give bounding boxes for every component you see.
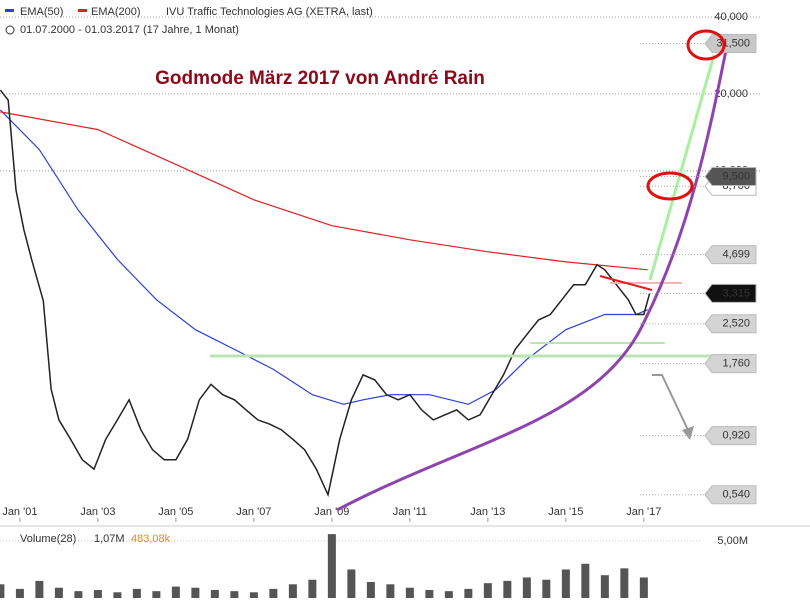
volume-bar — [444, 591, 453, 598]
volume-bar — [639, 577, 648, 598]
price-marker-label: 9,500 — [722, 170, 750, 182]
volume-bar — [561, 569, 570, 598]
legend-swatch — [78, 9, 87, 12]
price-marker — [704, 485, 757, 505]
volume-bar — [210, 590, 219, 598]
series-line — [0, 89, 651, 498]
volume-bar — [620, 568, 629, 598]
price-marker — [704, 33, 757, 53]
trend-line — [599, 275, 653, 291]
price-marker — [704, 354, 757, 374]
volume-bar — [35, 580, 44, 598]
volume-bar — [191, 587, 200, 598]
volume-bar — [0, 584, 5, 598]
series-line — [0, 111, 648, 271]
price-marker — [704, 426, 757, 446]
price-marker — [704, 283, 757, 303]
price-marker — [704, 245, 757, 265]
down-arrow — [652, 374, 689, 431]
chart-title: IVU Traffic Technologies AG (XETRA, last… — [166, 6, 373, 18]
volume-bar — [230, 591, 239, 598]
x-tick-label: Jan '03 — [80, 506, 115, 518]
price-marker-label: 3,315 — [722, 287, 750, 299]
volume-bar — [327, 534, 336, 598]
arrow-head — [682, 426, 694, 440]
volume-bar — [113, 592, 122, 598]
volume-bar — [464, 588, 473, 598]
volume-bar — [15, 588, 24, 598]
x-tick-label: Jan '07 — [236, 506, 271, 518]
y-tick-label: 40,000 — [714, 11, 748, 23]
legend-swatch — [5, 9, 14, 12]
series-line — [0, 109, 648, 405]
x-tick-label: Jan '17 — [626, 506, 661, 518]
volume-bar — [581, 563, 590, 598]
volume-bar — [405, 587, 414, 598]
x-tick-label: Jan '05 — [158, 506, 193, 518]
volume-bar — [74, 591, 83, 598]
legend-label: EMA(200) — [91, 6, 141, 18]
x-tick-label: Jan '11 — [393, 506, 427, 518]
volume-reading: 1,07M — [94, 533, 125, 545]
volume-bar — [542, 579, 551, 598]
volume-bar — [132, 588, 141, 598]
volume-bar — [171, 586, 180, 598]
target-circle — [686, 29, 726, 61]
chart-subtitle: 01.07.2000 - 01.03.2017 (17 Jahre, 1 Mon… — [20, 24, 239, 36]
legend-label: EMA(50) — [20, 6, 63, 18]
volume-bar — [600, 575, 609, 598]
price-marker — [704, 314, 757, 334]
price-marker-label: 2,520 — [722, 318, 750, 330]
price-marker-label: 0,920 — [722, 430, 750, 442]
price-marker — [704, 167, 757, 187]
volume-bar — [54, 587, 63, 598]
layer: 31,5008,7009,5004,6993,3152,5201,7600,92… — [640, 33, 757, 505]
annotation: Godmode März 2017 von André Rain — [155, 68, 485, 89]
price-marker-label: 1,760 — [722, 358, 750, 370]
volume-bar — [425, 590, 434, 598]
volume-bar — [386, 584, 395, 598]
volume-bar — [249, 592, 258, 598]
projection-line — [648, 54, 716, 281]
volume-bar — [366, 582, 375, 598]
volume-bar — [308, 579, 317, 598]
price-marker-label: 4,699 — [722, 249, 750, 261]
volume-bar — [93, 590, 102, 598]
x-tick-label: Jan '01 — [2, 506, 37, 518]
volume-bar — [269, 588, 278, 598]
volume-name: Volume(28) — [20, 533, 76, 545]
volume-bar — [347, 569, 356, 598]
parabola — [336, 44, 729, 512]
x-tick-label: Jan '15 — [548, 506, 583, 518]
volume-bar — [483, 583, 492, 598]
volume-tick-label: 5,00M — [717, 535, 748, 547]
volume-bar — [152, 591, 161, 598]
price-marker-label: 0,540 — [722, 489, 750, 501]
x-tick-label: Jan '13 — [470, 506, 505, 518]
volume-bar — [503, 580, 512, 598]
volume-bar — [288, 584, 297, 598]
y-tick-label: 20,000 — [714, 88, 748, 100]
volume-average: 483,08k — [131, 533, 171, 545]
volume-bar — [522, 577, 531, 598]
clock-icon — [5, 25, 15, 35]
target-circle — [646, 171, 694, 201]
